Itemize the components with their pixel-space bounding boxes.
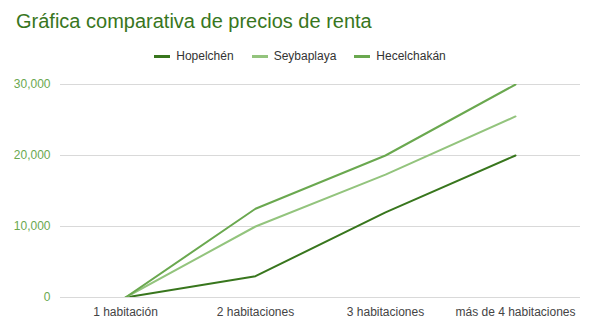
svg-text:3 habitaciones: 3 habitaciones bbox=[347, 305, 424, 319]
html-text:Hecelchakán: Hecelchakán bbox=[376, 49, 446, 63]
svg-text:más de 4 habitaciones: más de 4 habitaciones bbox=[455, 305, 575, 319]
svg-text:10,000: 10,000 bbox=[14, 219, 51, 233]
html-text:Gráfica comparativa de precios: Gráfica comparativa de precios de renta bbox=[16, 10, 372, 32]
html-text:Seybaplaya: Seybaplaya bbox=[273, 49, 337, 63]
svg-text:30,000: 30,000 bbox=[14, 77, 51, 91]
svg-text:1 habitación: 1 habitación bbox=[93, 305, 158, 319]
html-text:Hopelchén: Hopelchén bbox=[176, 49, 234, 63]
svg-text:2 habitaciones: 2 habitaciones bbox=[217, 305, 294, 319]
svg-text:0: 0 bbox=[44, 290, 51, 304]
svg-text:20,000: 20,000 bbox=[14, 148, 51, 162]
